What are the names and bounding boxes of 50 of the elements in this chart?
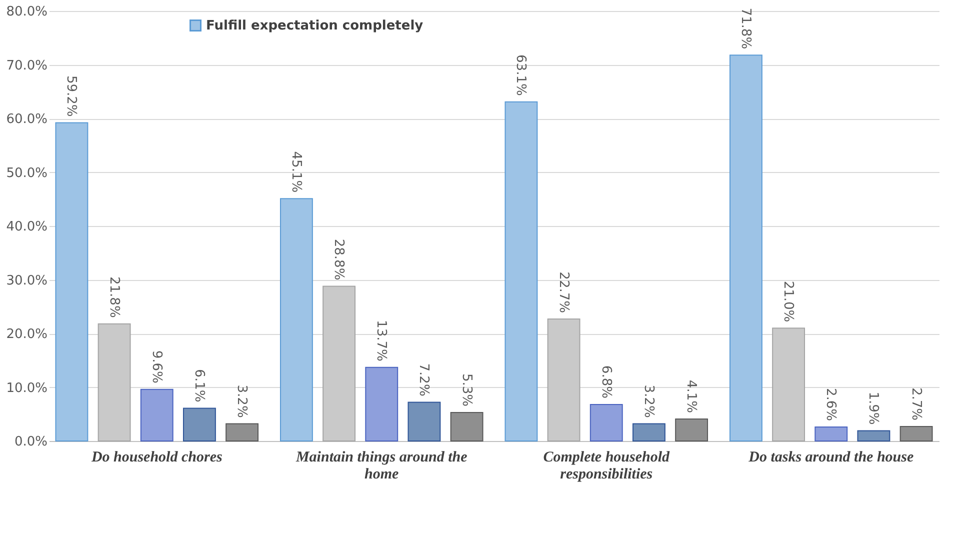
y-tick-label: 50.0% bbox=[6, 166, 48, 181]
bar bbox=[675, 418, 708, 442]
y-tick-label: 30.0% bbox=[6, 273, 48, 288]
data-label: 1.9% bbox=[866, 392, 881, 425]
y-tick-label: 20.0% bbox=[6, 327, 48, 342]
data-label: 2.6% bbox=[823, 388, 838, 422]
y-tick-label: 10.0% bbox=[6, 380, 48, 396]
data-label: 45.1% bbox=[288, 151, 304, 193]
data-label: 71.8% bbox=[738, 8, 753, 50]
data-label: 13.7% bbox=[374, 320, 389, 362]
bar bbox=[140, 388, 174, 442]
bar bbox=[729, 54, 762, 442]
bar bbox=[504, 101, 538, 442]
bar bbox=[182, 408, 216, 442]
data-label: 22.7% bbox=[556, 272, 571, 313]
x-tick-label: Complete household responsibilities bbox=[543, 450, 670, 482]
bar bbox=[55, 122, 88, 442]
x-tick-label: Maintain things around the home bbox=[294, 450, 468, 482]
bar bbox=[632, 423, 666, 442]
bar bbox=[450, 412, 484, 442]
legend-label: Fulfill expectation completely bbox=[206, 18, 424, 34]
data-label: 21.8% bbox=[106, 276, 122, 318]
bar bbox=[900, 426, 933, 442]
data-label: 9.6% bbox=[148, 350, 164, 384]
data-label: 2.7% bbox=[908, 387, 924, 420]
y-tick-label: 70.0% bbox=[6, 58, 48, 74]
bar bbox=[590, 404, 623, 442]
data-label: 6.1% bbox=[191, 369, 206, 402]
x-tick-label: Do tasks around the house bbox=[748, 450, 914, 466]
data-label: 21.0% bbox=[780, 280, 796, 322]
y-tick-label: 40.0% bbox=[6, 220, 48, 234]
data-label: 63.1% bbox=[513, 54, 528, 96]
bar bbox=[226, 423, 259, 442]
bar bbox=[280, 198, 313, 442]
data-label: 5.3% bbox=[458, 373, 474, 407]
y-tick-label: 80.0% bbox=[6, 4, 48, 20]
bar bbox=[365, 366, 398, 442]
data-label: 28.8% bbox=[331, 238, 346, 280]
y-tick-label: 0.0% bbox=[14, 434, 48, 450]
x-tick-label: Do household chores bbox=[90, 450, 222, 466]
data-label: 59.2% bbox=[64, 75, 79, 117]
data-label: 7.2% bbox=[416, 363, 432, 396]
data-label: 3.2% bbox=[234, 384, 250, 418]
bar bbox=[408, 402, 441, 442]
bar bbox=[857, 430, 890, 442]
y-tick-label: 60.0% bbox=[6, 112, 48, 127]
data-label: 6.8% bbox=[598, 365, 614, 398]
bar bbox=[814, 426, 848, 442]
data-label: 4.1% bbox=[684, 380, 699, 413]
data-label: 3.2% bbox=[640, 384, 656, 418]
